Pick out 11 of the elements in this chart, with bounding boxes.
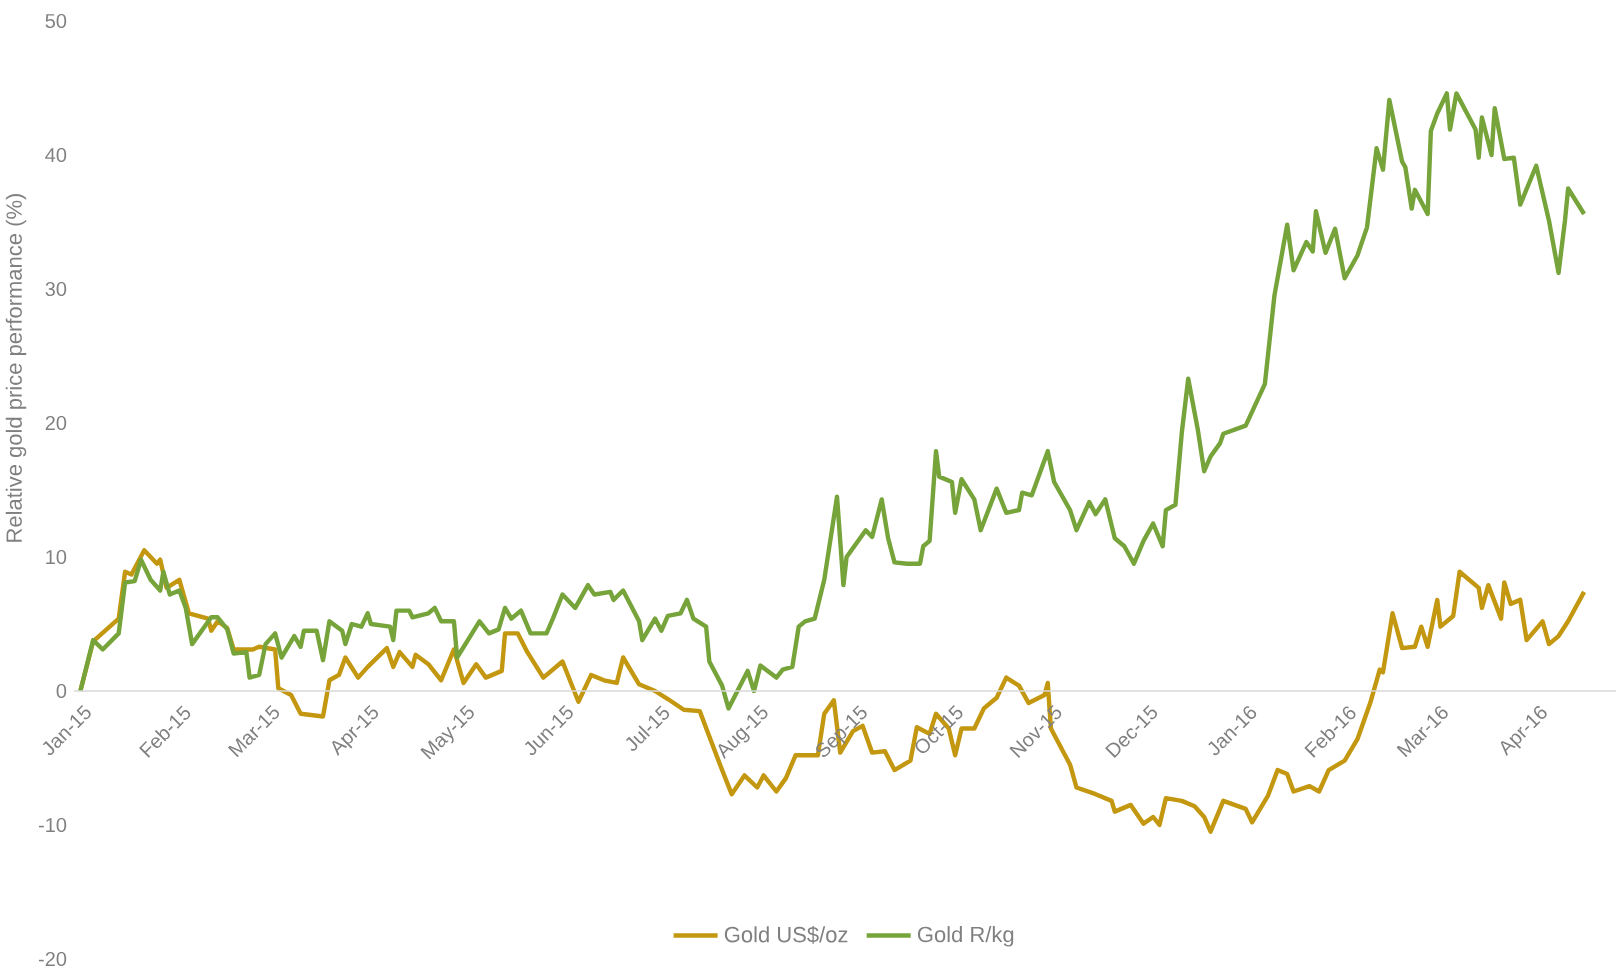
y-tick-label: 30 — [45, 281, 67, 297]
y-tick-label: -20 — [38, 951, 67, 967]
y-tick-label: 10 — [46, 549, 67, 565]
y-tick-label: -10 — [38, 817, 67, 833]
legend-label: Gold US$/oz — [724, 925, 848, 944]
legend-label: Gold R/kg — [917, 926, 1014, 947]
y-axis-title: Relative gold price performance (%) — [5, 194, 27, 542]
y-tick-label: 20 — [45, 415, 67, 431]
y-tick-label: 40 — [45, 147, 67, 163]
y-tick-label: 50 — [45, 13, 67, 29]
y-tick-label: 0 — [56, 683, 67, 699]
